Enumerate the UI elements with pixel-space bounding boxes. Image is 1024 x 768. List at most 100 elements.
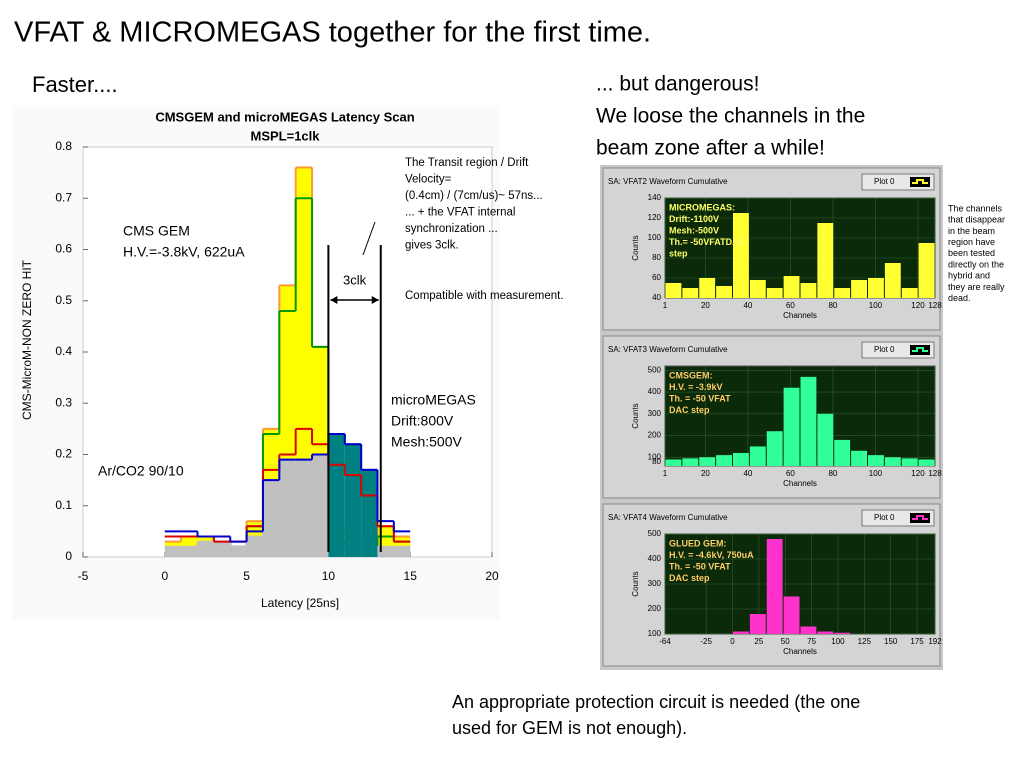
x-axis-label: Channels <box>783 311 817 320</box>
x-tick-label: 1 <box>663 469 668 478</box>
y-tick-label: 400 <box>648 387 662 396</box>
y-tick-label: 100 <box>648 452 662 461</box>
x-tick-label: 100 <box>869 469 883 478</box>
y-tick-label: 300 <box>648 409 662 418</box>
histogram-bar <box>279 459 296 557</box>
panel-title: SA: VFAT3 Waveform Cumulative <box>608 345 728 354</box>
side-note: they are really <box>948 282 1005 292</box>
histogram-bar <box>749 280 766 298</box>
y-tick-label: 0.7 <box>55 190 72 204</box>
chart-title: MSPL=1clk <box>250 128 320 143</box>
histogram-bar <box>817 631 834 634</box>
x-tick-label: 175 <box>910 637 924 646</box>
panel-title: SA: VFAT4 Waveform Cumulative <box>608 513 728 522</box>
x-tick-label: 40 <box>743 469 752 478</box>
y-tick-label: 200 <box>648 604 662 613</box>
histogram-bar <box>699 457 716 466</box>
histogram-bar <box>783 596 800 634</box>
panel-annotation: H.V. = -3.9kV <box>669 382 722 392</box>
side-note: that disappear <box>948 215 1005 225</box>
histogram-bar <box>851 280 867 298</box>
histogram-bar <box>733 631 749 634</box>
y-tick-label: 120 <box>648 213 662 222</box>
chart-annotation: synchronization ... <box>405 223 498 235</box>
y-axis-label: Counts <box>631 571 640 596</box>
x-tick-label: 0 <box>730 637 735 646</box>
y-tick-label: 140 <box>648 193 662 202</box>
histogram-bar <box>733 213 749 298</box>
chart-annotation: Velocity= <box>405 174 452 186</box>
chart-annotation: H.V.=-3.8kV, 622uA <box>123 244 245 260</box>
x-axis-label: Channels <box>783 647 817 656</box>
y-tick-label: 0.5 <box>55 293 72 307</box>
histogram-bar <box>918 243 935 298</box>
histogram-bar <box>295 459 313 557</box>
chart-annotation: Ar/CO2 90/10 <box>98 463 184 479</box>
chart-annotation: Compatible with measurement. <box>405 290 564 302</box>
histogram-bar <box>246 536 263 557</box>
right-heading: We loose the channels in the <box>596 105 865 128</box>
histogram-bar <box>766 539 783 634</box>
x-tick-label: 0 <box>161 569 168 583</box>
side-note: The channels <box>948 203 1003 213</box>
histogram-bar <box>197 541 214 557</box>
plot-label: Plot 0 <box>874 345 895 354</box>
plot-swatch-line <box>912 347 928 352</box>
y-tick-label: 0.4 <box>55 344 72 358</box>
panel-title: SA: VFAT2 Waveform Cumulative <box>608 177 728 186</box>
footer: An appropriate protection circuit is nee… <box>452 692 860 712</box>
histogram-bar <box>716 286 732 298</box>
histogram-bar <box>682 288 699 298</box>
panel-annotation: Th.= -50VFATDAC <box>669 237 746 247</box>
x-tick-label: 150 <box>884 637 898 646</box>
x-tick-label: 125 <box>858 637 872 646</box>
histogram-bar <box>328 434 345 557</box>
y-tick-label: 0.2 <box>55 447 72 461</box>
x-axis-label: Channels <box>783 479 817 488</box>
side-note: in the beam <box>948 226 995 236</box>
histogram-bar <box>716 455 732 466</box>
y-tick-label: 100 <box>648 629 662 638</box>
y-tick-label: 0 <box>65 549 72 563</box>
y-tick-label: 500 <box>648 529 662 538</box>
x-tick-label: 128 <box>928 301 942 310</box>
x-tick-label: 1 <box>663 301 668 310</box>
histogram-bar <box>164 546 182 557</box>
histogram-bar <box>800 283 817 298</box>
histogram-bar <box>361 469 378 557</box>
chart-annotation: The Transit region / Drift <box>405 157 529 169</box>
histogram-bar <box>901 458 918 466</box>
y-tick-label: 0.6 <box>55 242 72 256</box>
y-tick-label: 0.1 <box>55 498 72 512</box>
histogram-bar <box>868 278 884 298</box>
x-tick-label: 50 <box>781 637 790 646</box>
x-tick-label: 80 <box>828 301 837 310</box>
histogram-bar <box>817 223 834 298</box>
slide-title: VFAT & MICROMEGAS together for the first… <box>14 17 651 49</box>
y-tick-label: 400 <box>648 554 662 563</box>
chart-annotation: ... + the VFAT internal <box>405 207 515 219</box>
plot-swatch <box>910 177 930 187</box>
side-note: hybrid and <box>948 271 990 281</box>
panel-annotation: Th. = -50 VFAT <box>669 393 731 403</box>
y-tick-label: 100 <box>648 233 662 242</box>
chart-annotation: Drift:800V <box>391 413 454 429</box>
plot-label: Plot 0 <box>874 513 895 522</box>
y-axis-label: Counts <box>631 235 640 260</box>
panel-annotation: Th. = -50 VFAT <box>669 561 731 571</box>
left-heading: Faster.... <box>32 72 118 97</box>
histogram-bar <box>766 288 783 298</box>
x-tick-label: 60 <box>786 469 795 478</box>
panel-annotation: DAC step <box>669 573 710 583</box>
x-tick-label: -64 <box>659 637 671 646</box>
histogram-bar <box>749 614 766 634</box>
x-tick-label: -25 <box>700 637 712 646</box>
y-tick-label: 300 <box>648 579 662 588</box>
histogram-bar <box>213 541 231 557</box>
x-tick-label: 20 <box>701 301 710 310</box>
histogram-bar <box>817 413 834 466</box>
histogram-bar <box>230 546 247 557</box>
histogram-bar <box>699 278 716 298</box>
x-tick-label: 5 <box>243 569 250 583</box>
